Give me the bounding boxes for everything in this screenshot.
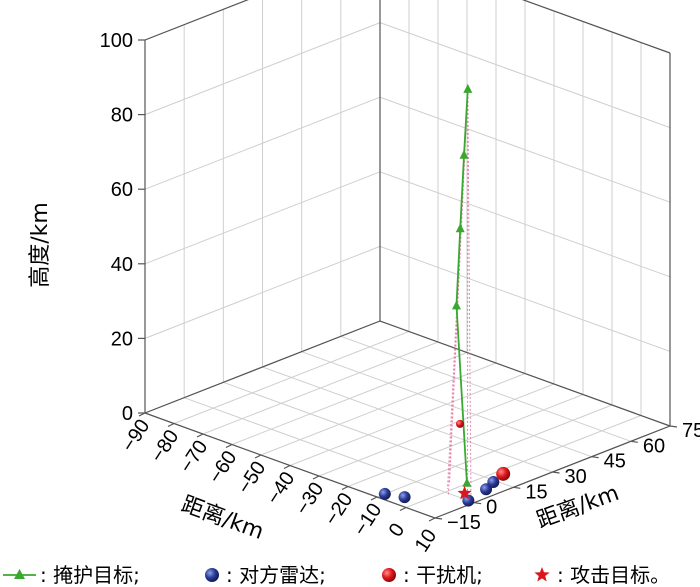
z-axis-title: 高度/km	[28, 202, 53, 288]
y-tick-label: 0	[486, 497, 497, 519]
cover-target-point	[455, 223, 465, 233]
z-tick-label: 0	[122, 403, 133, 425]
grid-line	[379, 171, 671, 278]
tick-mark	[552, 471, 560, 474]
tick-mark	[591, 456, 599, 459]
axis-line	[144, 0, 249, 41]
tick-mark	[434, 517, 443, 520]
tick-mark	[630, 440, 638, 443]
y-tick-label: 15	[525, 481, 547, 503]
grid-line	[340, 335, 632, 442]
grid-line	[144, 96, 381, 190]
axis-line	[144, 320, 381, 414]
tick-mark	[370, 496, 378, 501]
jammer-point	[455, 419, 464, 428]
legend-label: : 对方雷达;	[226, 563, 326, 587]
tick-mark	[474, 502, 482, 505]
tick-mark	[225, 443, 233, 449]
legend: : 掩护目标; : 对方雷达; : 干扰机; : 攻击目标。	[3, 563, 670, 587]
tick-mark	[167, 422, 175, 428]
cover-target-point	[462, 477, 472, 487]
legend-item-attack-target: : 攻击目标。	[534, 563, 670, 587]
grid-line	[144, 171, 381, 265]
x-axis-title: 距离/km	[178, 492, 267, 545]
legend-item-jammer: : 干扰机;	[382, 563, 483, 587]
grid-line	[262, 366, 553, 473]
y-tick-label: −15	[447, 512, 481, 534]
triangle-icon	[14, 569, 25, 579]
grid-line	[144, 22, 381, 116]
z-tick-label: 80	[111, 105, 133, 127]
y-tick-label: 45	[604, 451, 626, 473]
cover-target-point	[463, 83, 473, 93]
tick-mark	[513, 486, 521, 489]
cover-target-point	[459, 149, 469, 159]
z-tick-label: 60	[111, 179, 133, 201]
legend-label: : 攻击目标。	[557, 563, 670, 587]
grid-line	[379, 22, 671, 129]
trajectory-dotted-line	[467, 88, 472, 500]
grid-line	[183, 397, 475, 504]
series	[378, 83, 511, 507]
axis-line	[379, 320, 671, 427]
radar-point	[487, 476, 500, 489]
x-tick-label: −10	[350, 500, 387, 540]
x-tick-label: 0	[385, 520, 410, 541]
tick-mark	[428, 517, 436, 522]
grid-line	[379, 245, 671, 352]
grid-line	[379, 96, 671, 203]
tick-mark	[399, 506, 407, 512]
tick-labels: −90−80−70−60−50−40−30−20−100 10−150153045…	[100, 30, 700, 556]
z-tick-label: 20	[111, 328, 133, 350]
y-tick-label: 75	[682, 420, 700, 442]
grid-line	[144, 245, 381, 339]
radar-point	[462, 494, 475, 507]
radar-point	[378, 487, 391, 500]
legend-label: : 干扰机;	[403, 563, 483, 587]
star-icon	[534, 567, 550, 582]
tick-mark	[341, 485, 349, 491]
legend-item-cover-target: : 掩护目标;	[3, 563, 140, 587]
grid-line	[301, 351, 592, 458]
jammer-point	[496, 466, 511, 481]
legend-item-radar: : 对方雷达;	[205, 563, 326, 587]
grid-line	[223, 381, 514, 488]
tick-mark	[196, 433, 204, 438]
x-tick-label: 10	[411, 525, 442, 556]
tick-mark	[669, 425, 678, 428]
tick-mark	[312, 475, 320, 480]
axis-box	[138, 0, 678, 522]
grid	[144, 0, 671, 519]
tick-mark	[254, 454, 262, 459]
legend-label: : 掩护目标;	[40, 563, 140, 587]
attack-target-point	[457, 485, 472, 500]
axis-line	[521, 0, 671, 54]
y-tick-label: 30	[565, 466, 587, 488]
z-tick-label: 40	[111, 254, 133, 276]
y-tick-label: 60	[643, 435, 665, 457]
z-tick-label: 100	[100, 30, 133, 52]
tick-mark	[283, 464, 291, 470]
cover-target-point	[451, 300, 461, 310]
radar-point	[398, 491, 411, 504]
sphere-icon	[382, 568, 396, 582]
sphere-icon	[205, 568, 219, 582]
